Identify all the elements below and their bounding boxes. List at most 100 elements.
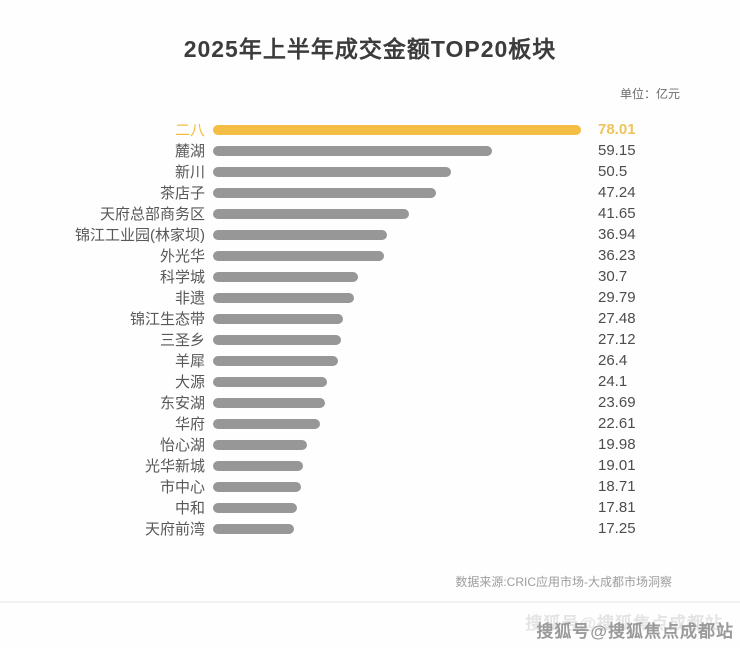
row-label: 光华新城 [144,458,205,475]
row-label: 天府总部商务区 [99,206,205,223]
row-label: 三圣乡 [159,332,205,349]
row-value: 30.7 [598,268,628,285]
bar-track [205,376,598,387]
row-label: 科学城 [159,269,205,286]
row-label: 二八 [174,122,205,139]
chart-row: 麓湖 59.15 [0,140,740,161]
row-value: 29.79 [598,289,636,306]
chart-row: 天府总部商务区 41.65 [0,203,740,224]
watermark: 搜狐号@搜狐焦点成都站 [536,622,734,641]
row-value: 36.94 [598,226,636,243]
row-value: 41.65 [598,205,636,222]
bar-track [205,166,598,177]
row-value: 27.12 [598,331,636,348]
chart-row: 羊犀 26.4 [0,350,740,371]
row-label: 华府 [174,416,205,433]
bar-track [205,355,598,366]
row-label: 东安湖 [159,395,205,412]
bar [213,313,343,324]
row-value: 27.48 [598,310,636,327]
bar [213,355,338,366]
row-value: 23.69 [598,394,636,411]
chart-row: 市中心 18.71 [0,476,740,497]
chart-row: 大源 24.1 [0,371,740,392]
bar [213,481,301,492]
bar-track [205,460,598,471]
bar-track [205,292,598,303]
bar-track [205,397,598,408]
row-value: 17.81 [598,499,636,516]
bar-track [205,229,598,240]
chart-row: 东安湖 23.69 [0,392,740,413]
chart-row: 华府 22.61 [0,413,740,434]
bar [213,166,451,177]
chart-row: 二八 78.01 [0,119,740,140]
chart-rows: 二八 78.01 麓湖 59.15 新川 50.5 茶店子 47.24 天府总部商务区 41.65… [0,119,740,539]
row-value: 59.15 [598,142,636,159]
unit-label: 单位：亿元 [619,87,680,101]
row-value: 36.23 [598,247,636,264]
bar [213,271,358,282]
chart-row: 三圣乡 27.12 [0,329,740,350]
bar-track [205,124,598,135]
bar-track [205,313,598,324]
bar-track [205,187,598,198]
row-value: 18.71 [598,478,636,495]
bar-track [205,208,598,219]
chart-row: 茶店子 47.24 [0,182,740,203]
bar-track [205,439,598,450]
row-label: 锦江生态带 [129,311,205,328]
row-label: 非遗 [174,290,205,307]
row-label: 天府前湾 [144,521,205,538]
chart-row: 锦江工业园(林家坝) 36.94 [0,224,740,245]
row-label: 中和 [174,500,205,517]
row-label: 锦江工业园(林家坝) [75,227,205,244]
row-label: 怡心湖 [159,437,205,454]
bar [213,502,297,513]
divider [0,601,740,603]
chart-row: 外光华 36.23 [0,245,740,266]
bar [213,229,387,240]
chart-row: 新川 50.5 [0,161,740,182]
bar [213,418,320,429]
row-label: 外光华 [159,248,205,265]
row-label: 麓湖 [174,143,205,160]
chart-title: 2025年上半年成交金额TOP20板块 [183,36,557,62]
bar-track [205,502,598,513]
bar [213,208,409,219]
row-label: 市中心 [159,479,205,496]
source-note: 数据来源:CRIC应用市场-大成都市场洞察 [455,575,672,589]
row-value: 22.61 [598,415,636,432]
bar [213,376,327,387]
chart-row: 怡心湖 19.98 [0,434,740,455]
chart-row: 中和 17.81 [0,497,740,518]
row-label: 茶店子 [159,185,205,202]
row-value: 24.1 [598,373,628,390]
bar-track [205,481,598,492]
row-label: 羊犀 [174,353,205,370]
bar-track [205,334,598,345]
bar [213,187,436,198]
bar-track [205,250,598,261]
row-value: 17.25 [598,520,636,537]
bar [213,439,307,450]
row-value: 19.98 [598,436,636,453]
chart-row: 锦江生态带 27.48 [0,308,740,329]
chart-row: 非遗 29.79 [0,287,740,308]
bar [213,145,492,156]
bar [213,292,354,303]
row-value: 78.01 [598,121,636,138]
chart-row: 天府前湾 17.25 [0,518,740,539]
bar-track [205,271,598,282]
bar-track [205,418,598,429]
row-value: 50.5 [598,163,628,180]
chart-row: 光华新城 19.01 [0,455,740,476]
chart-row: 科学城 30.7 [0,266,740,287]
bar-track [205,523,598,534]
row-label: 新川 [174,164,205,181]
row-label: 大源 [174,374,205,391]
bar [213,124,581,135]
bar-track [205,145,598,156]
bar [213,334,341,345]
